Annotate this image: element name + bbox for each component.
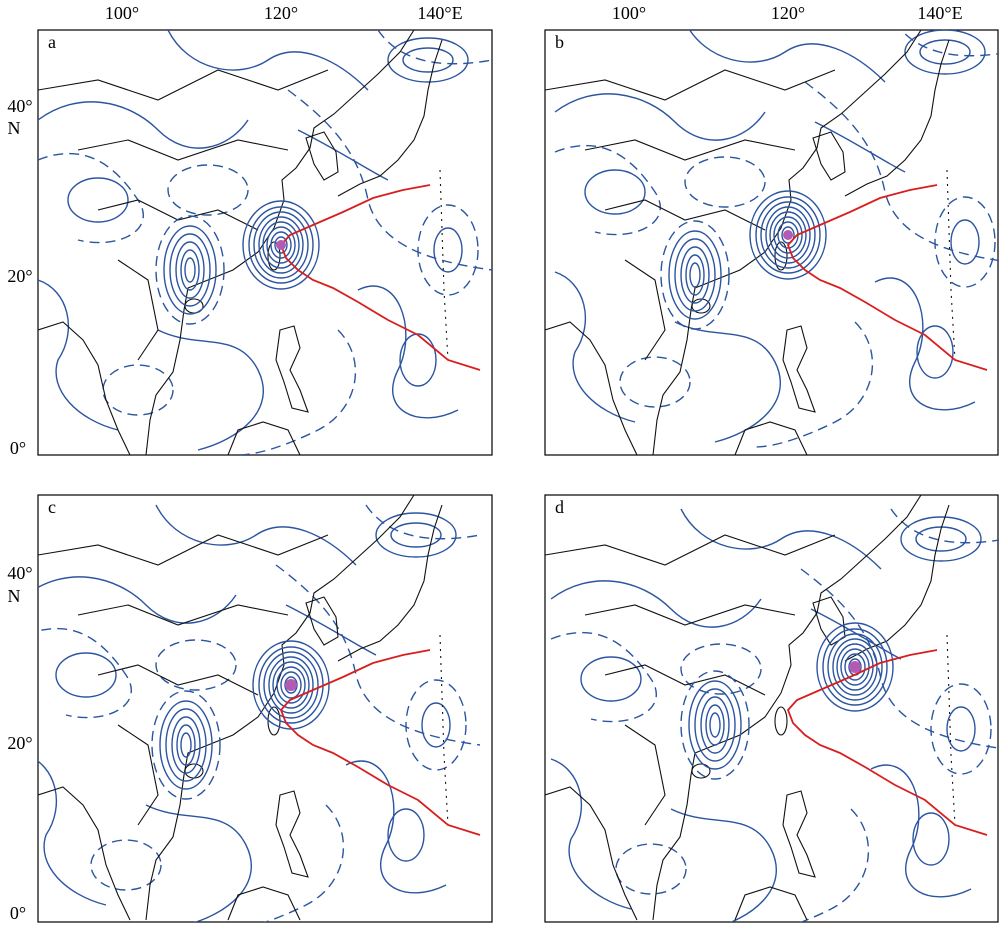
lat-label: N [8, 118, 21, 138]
panel-c: c [37, 494, 493, 923]
panel-label: c [48, 497, 56, 517]
panel-a: a [37, 29, 493, 456]
panel-label: b [555, 32, 564, 52]
panel-label: d [555, 497, 564, 517]
lon-label: 120° [771, 3, 805, 23]
lon-label: 140°E [417, 3, 462, 23]
lat-label: 20° [7, 733, 32, 753]
panel-d: d [544, 494, 999, 923]
lat-label: 20° [7, 266, 32, 286]
lat-label: 40° [7, 563, 32, 583]
panel-label: a [48, 32, 56, 52]
lon-label: 140°E [917, 3, 962, 23]
lat-label: 0° [10, 903, 26, 923]
lat-label: N [8, 586, 21, 606]
lat-label: 40° [7, 96, 32, 116]
lon-label: 100° [612, 3, 646, 23]
panel-b: b [544, 29, 999, 456]
lat-label: 0° [10, 438, 26, 458]
lon-label: 120° [264, 3, 298, 23]
lon-label: 100° [105, 3, 139, 23]
